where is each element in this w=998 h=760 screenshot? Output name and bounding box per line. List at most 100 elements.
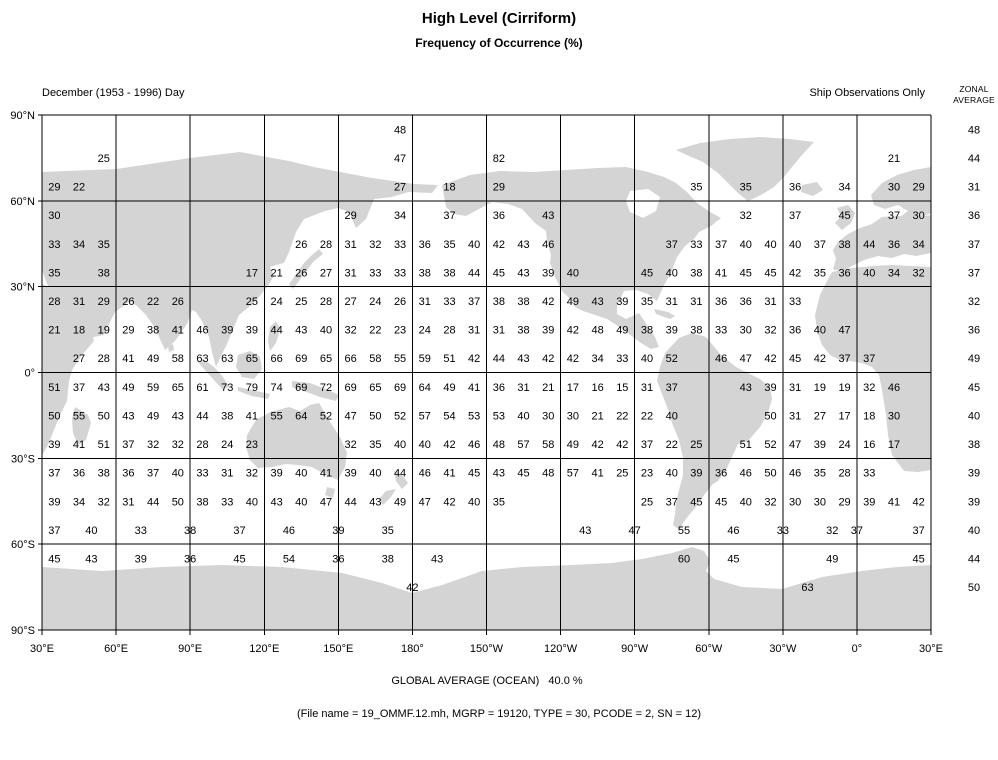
lon-axis-label: 0° bbox=[852, 643, 863, 655]
period-caption: December (1953 - 1996) Day bbox=[42, 87, 185, 99]
grid-value: 31 bbox=[73, 296, 85, 308]
grid-value: 43 bbox=[517, 353, 529, 365]
grid-value: 49 bbox=[122, 382, 134, 394]
grid-value: 36 bbox=[493, 210, 505, 222]
grid-value: 25 bbox=[641, 496, 653, 508]
grid-value: 32 bbox=[147, 439, 159, 451]
grid-value: 45 bbox=[715, 496, 727, 508]
grid-value: 53 bbox=[468, 410, 480, 422]
grid-value: 40 bbox=[567, 267, 579, 279]
grid-value: 31 bbox=[493, 325, 505, 337]
grid-value: 29 bbox=[838, 496, 850, 508]
grid-value: 31 bbox=[345, 239, 357, 251]
grid-value: 41 bbox=[73, 439, 85, 451]
landmass-japan bbox=[289, 249, 323, 289]
grid-value: 31 bbox=[789, 410, 801, 422]
grid-value: 52 bbox=[394, 410, 406, 422]
grid-value: 21 bbox=[48, 325, 60, 337]
grid-value: 33 bbox=[394, 239, 406, 251]
grid-value: 47 bbox=[629, 525, 641, 537]
grid-value: 36 bbox=[419, 239, 431, 251]
grid-value: 50 bbox=[764, 468, 776, 480]
grid-value: 33 bbox=[443, 296, 455, 308]
grid-value: 33 bbox=[777, 525, 789, 537]
grid-value: 37 bbox=[73, 382, 85, 394]
grid-value: 65 bbox=[172, 382, 184, 394]
landmass-new-guinea bbox=[292, 381, 339, 401]
grid-value: 44 bbox=[147, 496, 159, 508]
grid-value: 42 bbox=[789, 267, 801, 279]
grid-value: 39 bbox=[48, 439, 60, 451]
grid-value: 42 bbox=[542, 353, 554, 365]
grid-value: 42 bbox=[542, 296, 554, 308]
grid-value: 63 bbox=[221, 353, 233, 365]
grid-value: 42 bbox=[493, 239, 505, 251]
grid-value: 42 bbox=[468, 353, 480, 365]
grid-value: 31 bbox=[641, 382, 653, 394]
landmass-north-america bbox=[442, 167, 721, 349]
grid-value: 28 bbox=[320, 296, 332, 308]
grid-value: 43 bbox=[740, 382, 752, 394]
grid-value: 31 bbox=[122, 496, 134, 508]
grid-value: 17 bbox=[567, 382, 579, 394]
grid-value: 41 bbox=[888, 496, 900, 508]
grid-value: 40 bbox=[295, 468, 307, 480]
grid-value: 65 bbox=[246, 353, 258, 365]
landmass-new-zealand-south bbox=[379, 489, 396, 505]
landmass-africa-east bbox=[42, 284, 94, 455]
grid-value: 34 bbox=[888, 267, 900, 279]
grid-value: 31 bbox=[666, 296, 678, 308]
grid-value: 32 bbox=[826, 525, 838, 537]
grid-value: 53 bbox=[493, 410, 505, 422]
grid-value: 23 bbox=[246, 439, 258, 451]
grid-value: 57 bbox=[419, 410, 431, 422]
grid-value: 43 bbox=[98, 382, 110, 394]
grid-value: 55 bbox=[270, 410, 282, 422]
grid-value: 39 bbox=[270, 468, 282, 480]
grid-value: 26 bbox=[295, 267, 307, 279]
grid-value: 31 bbox=[764, 296, 776, 308]
grid-value: 35 bbox=[382, 525, 394, 537]
grid-value: 66 bbox=[270, 353, 282, 365]
grid-value: 38 bbox=[690, 267, 702, 279]
grid-value: 69 bbox=[295, 353, 307, 365]
grid-value: 36 bbox=[789, 325, 801, 337]
grid-value: 33 bbox=[221, 496, 233, 508]
grid-value: 32 bbox=[740, 210, 752, 222]
grid-value: 33 bbox=[196, 468, 208, 480]
grid-value: 38 bbox=[838, 239, 850, 251]
grid-value: 31 bbox=[345, 267, 357, 279]
landmass-philippines bbox=[268, 321, 280, 351]
grid-value: 32 bbox=[172, 439, 184, 451]
grid-value: 21 bbox=[888, 153, 900, 165]
grid-value: 43 bbox=[270, 496, 282, 508]
grid-value: 34 bbox=[73, 239, 85, 251]
grid-value: 51 bbox=[98, 439, 110, 451]
grid-value: 41 bbox=[468, 382, 480, 394]
grid-value: 50 bbox=[369, 410, 381, 422]
source-caption: Ship Observations Only bbox=[809, 87, 925, 99]
grid-value: 46 bbox=[888, 382, 900, 394]
grid-value: 15 bbox=[616, 382, 628, 394]
grid-value: 34 bbox=[838, 182, 850, 194]
landmass-new-zealand-north bbox=[394, 471, 408, 489]
grid-value: 52 bbox=[320, 410, 332, 422]
landmass-british-isles bbox=[835, 205, 855, 230]
grid-value: 29 bbox=[98, 296, 110, 308]
grid-value: 45 bbox=[468, 468, 480, 480]
grid-value: 69 bbox=[394, 382, 406, 394]
grid-value: 46 bbox=[542, 239, 554, 251]
grid-value: 41 bbox=[715, 267, 727, 279]
grid-value: 37 bbox=[863, 353, 875, 365]
grid-value: 50 bbox=[98, 410, 110, 422]
grid-value: 33 bbox=[863, 468, 875, 480]
grid-value: 36 bbox=[838, 267, 850, 279]
grid-value: 19 bbox=[98, 325, 110, 337]
grid-value: 43 bbox=[542, 210, 554, 222]
grid-value: 57 bbox=[517, 439, 529, 451]
grid-value: 25 bbox=[246, 296, 258, 308]
grid-value: 44 bbox=[196, 410, 208, 422]
lat-axis-label: 30°S bbox=[11, 453, 35, 465]
grid-value: 23 bbox=[394, 325, 406, 337]
grid-value: 46 bbox=[740, 468, 752, 480]
